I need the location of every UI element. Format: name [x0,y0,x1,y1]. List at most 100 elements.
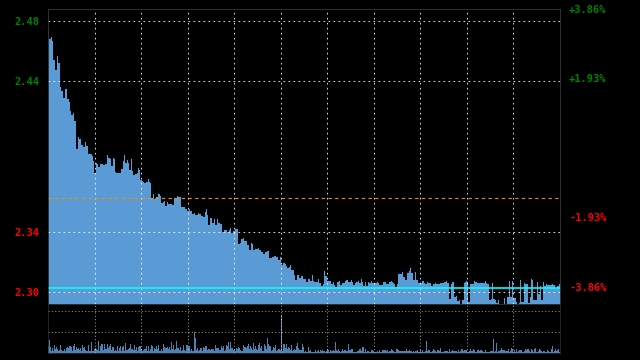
Bar [344,350,345,353]
Bar [77,348,78,353]
Bar [414,352,415,353]
Bar [538,351,539,353]
Bar [146,346,147,353]
Bar [290,350,291,353]
Bar [140,346,141,353]
Bar [166,347,168,353]
Bar [269,346,270,353]
Bar [152,346,153,353]
Bar [280,350,282,353]
Bar [52,351,54,353]
Bar [233,351,234,353]
Bar [218,348,219,353]
Bar [416,351,417,353]
Bar [537,352,538,353]
Bar [262,351,263,353]
Bar [430,352,431,353]
Bar [493,339,494,353]
Bar [449,349,450,353]
Bar [136,347,137,353]
Bar [212,349,214,353]
Bar [312,352,313,353]
Bar [112,347,113,353]
Bar [122,347,124,353]
Bar [462,348,463,353]
Bar [508,349,509,353]
Bar [351,349,352,353]
Bar [375,352,376,353]
Bar [431,352,432,353]
Bar [468,352,469,353]
Bar [349,350,350,353]
Bar [287,347,289,353]
Bar [91,342,92,353]
Bar [68,348,69,353]
Bar [137,351,138,353]
Bar [199,350,200,353]
Bar [516,349,517,353]
Bar [131,349,132,353]
Bar [255,346,256,353]
Bar [306,352,307,353]
Bar [113,347,114,353]
Bar [300,350,301,353]
Bar [202,351,204,353]
Bar [229,350,230,353]
Bar [184,350,185,353]
Bar [154,348,156,353]
Bar [378,352,379,353]
Bar [510,351,511,353]
Bar [464,351,465,353]
Bar [134,350,136,353]
Bar [358,351,360,353]
Bar [362,347,364,353]
Bar [299,350,300,353]
Bar [170,350,171,353]
Bar [285,344,287,353]
Bar [289,348,290,353]
Bar [251,348,252,353]
Bar [180,347,181,353]
Bar [324,352,326,353]
Bar [486,352,488,353]
Bar [190,351,191,353]
Bar [103,350,104,353]
Bar [429,350,430,353]
Bar [204,348,205,353]
Bar [330,350,331,353]
Bar [148,346,149,353]
Bar [427,351,428,353]
Bar [337,351,338,353]
Bar [223,346,224,353]
Bar [554,351,556,353]
Bar [365,352,367,353]
Bar [525,350,527,353]
Bar [200,348,202,353]
Bar [164,347,166,353]
Bar [76,347,77,353]
Bar [489,352,490,353]
Bar [369,352,370,353]
Bar [227,346,228,353]
Bar [63,351,64,353]
Bar [70,346,71,353]
Bar [476,352,477,353]
Bar [273,347,275,353]
Bar [326,349,328,353]
Bar [303,347,304,353]
Bar [531,349,532,353]
Bar [346,351,347,353]
Bar [452,351,454,353]
Bar [457,352,458,353]
Bar [259,343,260,353]
Bar [339,351,340,353]
Bar [175,349,176,353]
Bar [316,352,317,353]
Bar [522,352,524,353]
Bar [261,346,262,353]
Bar [127,348,129,353]
Bar [101,344,102,353]
Bar [490,351,491,353]
Bar [189,346,190,353]
Bar [192,351,193,353]
